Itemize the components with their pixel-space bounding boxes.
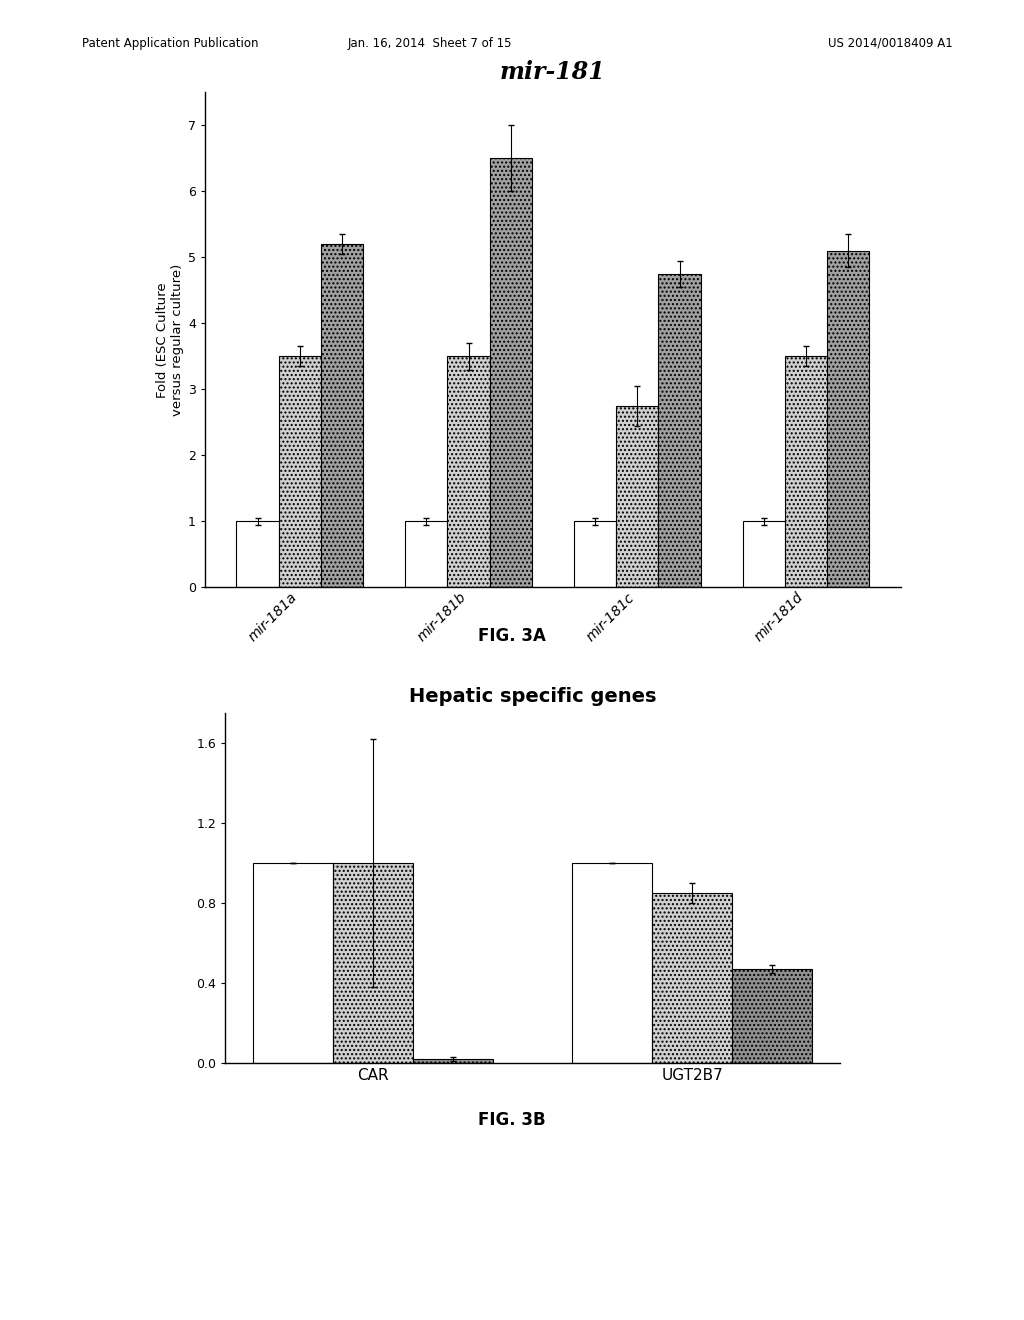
Bar [447, 356, 489, 587]
Bar [616, 407, 658, 587]
Bar [732, 969, 812, 1063]
Bar [279, 356, 321, 587]
Bar [413, 1059, 493, 1063]
Bar [785, 356, 827, 587]
Bar [237, 521, 279, 587]
Bar [572, 863, 652, 1063]
Title: mir-181: mir-181 [500, 59, 606, 83]
Text: Jan. 16, 2014  Sheet 7 of 15: Jan. 16, 2014 Sheet 7 of 15 [348, 37, 512, 50]
Bar [321, 244, 364, 587]
Bar [333, 863, 413, 1063]
Y-axis label: Fold (ESC Culture
versus regular culture): Fold (ESC Culture versus regular culture… [156, 264, 183, 416]
Bar [652, 892, 732, 1063]
Bar [489, 158, 531, 587]
Bar [406, 521, 447, 587]
Bar [658, 273, 700, 587]
Text: Patent Application Publication: Patent Application Publication [82, 37, 258, 50]
Text: FIG. 3B: FIG. 3B [478, 1111, 546, 1130]
Bar [253, 863, 333, 1063]
Text: FIG. 3A: FIG. 3A [478, 627, 546, 645]
Bar [827, 251, 869, 587]
Title: Hepatic specific genes: Hepatic specific genes [409, 686, 656, 706]
Bar [742, 521, 785, 587]
Bar [574, 521, 616, 587]
Text: US 2014/0018409 A1: US 2014/0018409 A1 [827, 37, 952, 50]
